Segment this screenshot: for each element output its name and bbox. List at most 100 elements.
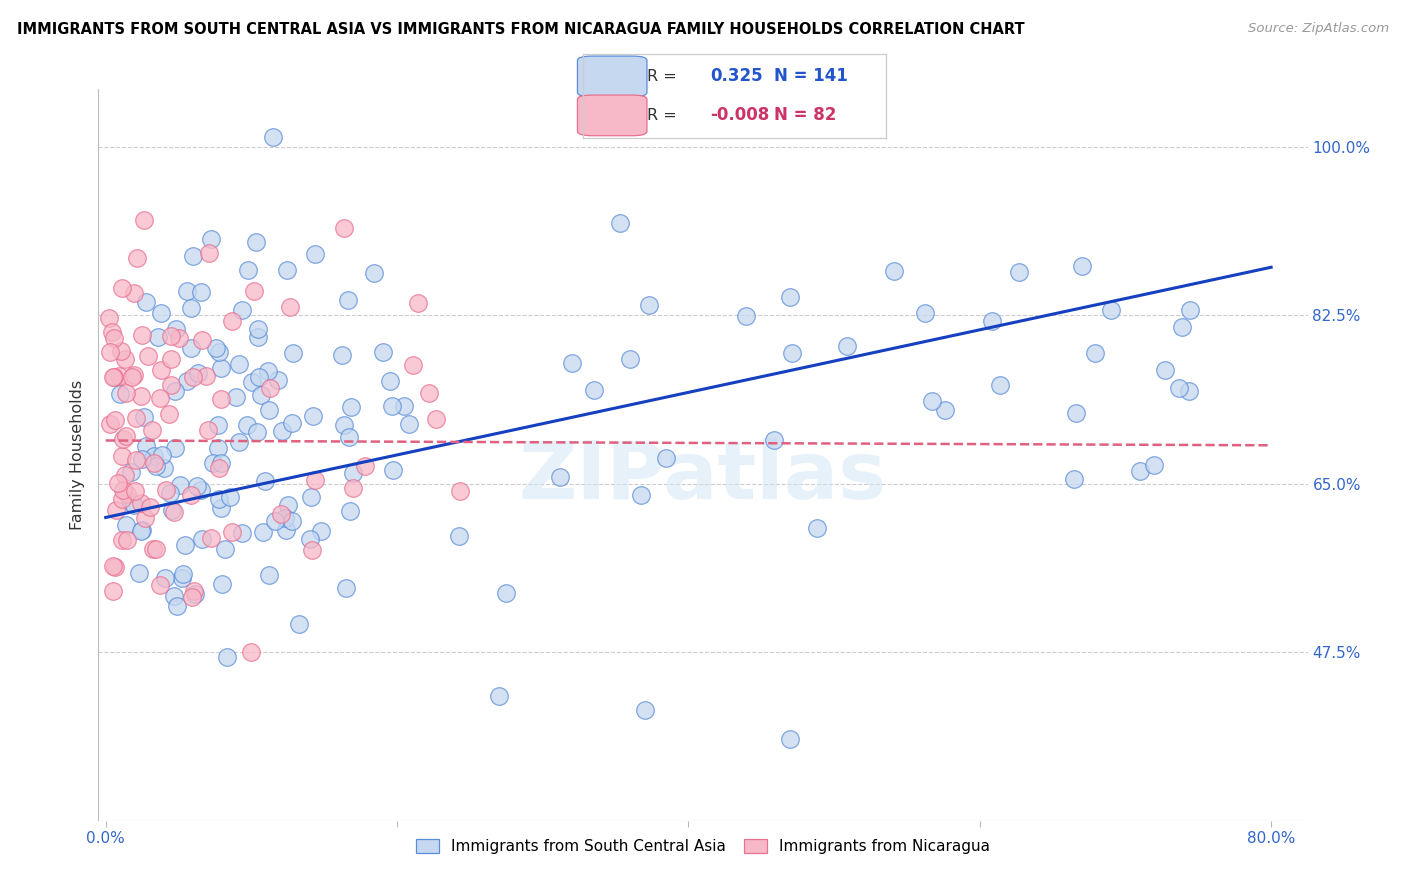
Point (104, 413, 127, 427)
Point (246, 330, 269, 344)
Point (914, 306, 936, 320)
Point (281, 514, 304, 528)
Point (259, 402, 281, 417)
Point (190, 285, 212, 300)
Point (277, 498, 299, 512)
Point (1178, 302, 1201, 317)
Point (197, 424, 219, 438)
Point (120, 494, 142, 508)
Point (548, 469, 571, 483)
Point (246, 425, 269, 439)
Point (1170, 320, 1192, 334)
Point (418, 386, 440, 401)
Point (301, 542, 323, 557)
Point (146, 330, 169, 344)
Point (425, 411, 447, 425)
Point (449, 529, 471, 543)
Point (150, 448, 173, 462)
Point (162, 503, 184, 517)
Point (342, 481, 364, 495)
Point (283, 346, 305, 360)
Point (149, 306, 172, 320)
Point (311, 524, 333, 538)
Point (120, 466, 142, 480)
Point (332, 348, 354, 362)
Point (1071, 259, 1094, 273)
Point (165, 441, 187, 455)
Point (124, 484, 146, 499)
Point (135, 294, 157, 309)
Point (103, 331, 125, 345)
Point (207, 441, 229, 455)
Point (609, 216, 631, 230)
Point (107, 476, 129, 491)
Point (115, 518, 138, 533)
Point (270, 508, 292, 522)
Point (246, 322, 269, 336)
Point (382, 463, 405, 477)
Point (254, 474, 277, 488)
Point (141, 423, 163, 437)
Point (111, 449, 134, 463)
Point (160, 328, 183, 343)
Point (630, 488, 652, 502)
Point (298, 532, 321, 546)
Point (104, 559, 127, 574)
Point (160, 351, 183, 366)
Point (209, 360, 232, 375)
Point (169, 331, 191, 345)
Point (105, 503, 128, 517)
Point (806, 521, 828, 535)
Point (288, 617, 311, 632)
Point (638, 298, 661, 312)
Point (112, 432, 135, 446)
Point (219, 491, 242, 505)
Point (98, 417, 121, 431)
Point (619, 352, 641, 367)
Point (980, 314, 1002, 328)
Point (127, 251, 149, 265)
Point (98, 345, 121, 359)
Point (184, 587, 207, 601)
Point (131, 523, 153, 537)
Point (561, 356, 583, 370)
Point (207, 417, 229, 432)
Point (274, 523, 297, 537)
Point (186, 479, 208, 493)
Point (208, 460, 231, 475)
Point (169, 478, 191, 492)
Point (115, 386, 138, 401)
Point (257, 568, 280, 582)
Point (449, 483, 471, 498)
Text: 0.325: 0.325 (710, 68, 763, 86)
Point (183, 584, 205, 599)
Y-axis label: Family Households: Family Households (70, 380, 86, 530)
Point (240, 645, 263, 659)
Point (136, 349, 159, 363)
Point (190, 483, 212, 497)
Point (134, 511, 156, 525)
Point (488, 689, 510, 703)
Point (142, 541, 165, 556)
Point (129, 524, 152, 539)
Point (181, 590, 204, 604)
Point (124, 498, 146, 512)
Point (236, 418, 259, 433)
Point (734, 309, 756, 323)
Point (174, 538, 197, 552)
Point (1178, 384, 1201, 398)
Text: N = 141: N = 141 (773, 68, 848, 86)
Point (131, 328, 153, 343)
Point (135, 439, 157, 453)
Point (143, 456, 166, 470)
Point (149, 391, 172, 405)
Point (114, 351, 136, 366)
Point (101, 558, 124, 573)
Text: -0.008: -0.008 (710, 106, 769, 124)
Point (114, 467, 136, 482)
Point (200, 232, 222, 246)
FancyBboxPatch shape (578, 95, 647, 136)
Text: ZIPatlas: ZIPatlas (519, 438, 887, 516)
Point (274, 510, 297, 524)
Text: R =: R = (647, 108, 676, 123)
